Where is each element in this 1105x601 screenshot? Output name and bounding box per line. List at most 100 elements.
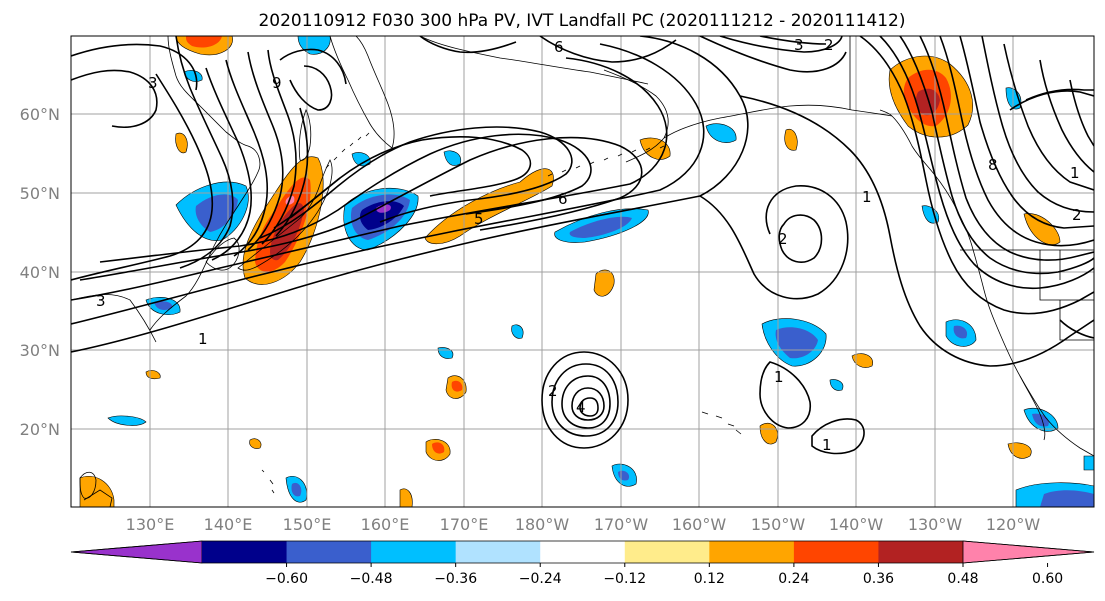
lat-label: 60°N bbox=[20, 105, 60, 124]
colorbar-tick-label: −0.12 bbox=[603, 571, 646, 587]
contour-label-group: 1 1 1 1 1 2 2 2 2 3 3 3 4 5 6 6 8 9 bbox=[96, 36, 1082, 454]
contour-label: 3 bbox=[148, 74, 158, 92]
shade-neg-g-core bbox=[154, 301, 173, 310]
colorbar-swatch bbox=[793, 541, 879, 563]
lon-label: 140°W bbox=[829, 515, 884, 534]
map-title: 2020110912 F030 300 hPa PV, IVT Landfall… bbox=[258, 11, 905, 31]
longitude-axis: 130°E 140°E 150°E 160°E 170°E 180°W 170°… bbox=[126, 515, 1041, 534]
lon-label: 160°E bbox=[361, 515, 410, 534]
shade-negative-nwpac-core bbox=[360, 201, 404, 230]
contour-west-f bbox=[261, 49, 297, 245]
contour-label: 1 bbox=[1070, 164, 1080, 182]
contour-fe-c bbox=[1059, 319, 1094, 339]
contour-label: 3 bbox=[794, 36, 804, 54]
shade-patch-a bbox=[593, 269, 615, 297]
contour-south-a bbox=[759, 361, 812, 429]
contour-ep-i bbox=[1003, 43, 1094, 191]
shade-neg-e-core bbox=[291, 482, 302, 497]
contour-top-a bbox=[71, 69, 158, 128]
shade-neg-a-core bbox=[775, 327, 818, 359]
lon-label: 130°W bbox=[908, 515, 963, 534]
contour-ep-k bbox=[1069, 79, 1094, 147]
colorbar-swatch bbox=[624, 541, 710, 563]
contour-label: 1 bbox=[198, 330, 208, 348]
map-area: 1 1 1 1 1 2 2 2 2 3 3 3 4 5 6 6 8 9 bbox=[71, 36, 1094, 507]
contour-label: 3 bbox=[96, 292, 106, 310]
shade-neg-s bbox=[1083, 455, 1094, 471]
contour-ep-f bbox=[939, 36, 1094, 247]
colorbar: −0.60 −0.48 −0.36 −0.24 −0.12 0.12 0.24 0.36 0.4… bbox=[70, 540, 1095, 587]
colorbar-swatch bbox=[286, 541, 372, 563]
coast-philippines bbox=[83, 489, 113, 507]
shade-neg-h bbox=[705, 123, 737, 143]
colorbar-tick-label: −0.60 bbox=[265, 571, 308, 587]
contour-upper-e bbox=[759, 36, 827, 45]
colorbar-swatch bbox=[202, 541, 288, 563]
shade-patch-f bbox=[1007, 442, 1032, 459]
shade-patch-g bbox=[1023, 213, 1061, 245]
contour-circle-5 bbox=[579, 397, 599, 417]
contour-west-a bbox=[71, 73, 214, 281]
contour-top-d bbox=[279, 48, 347, 85]
contour-label: 2 bbox=[548, 382, 558, 400]
lon-label: 160°W bbox=[672, 515, 727, 534]
colorbar-swatch bbox=[709, 541, 795, 563]
contour-upper-d bbox=[719, 36, 843, 53]
contour-label: 6 bbox=[558, 190, 568, 208]
shade-core-japan bbox=[270, 203, 304, 261]
lon-label: 170°E bbox=[440, 515, 489, 534]
coast-japan bbox=[237, 159, 333, 271]
shade-patch-k bbox=[784, 128, 798, 151]
shade-negative-korea-core bbox=[195, 194, 238, 232]
contour-4-main bbox=[79, 136, 643, 281]
contour-west-g bbox=[275, 107, 309, 237]
contour-label: 2 bbox=[1072, 206, 1082, 224]
contour-ep-h bbox=[981, 36, 1094, 213]
contour-ep-a bbox=[739, 95, 1094, 367]
lon-label: 170°W bbox=[594, 515, 649, 534]
colorbar-tick-label: 0.60 bbox=[1032, 571, 1063, 587]
shade-neg-b-core bbox=[953, 325, 968, 339]
shade-neg-n bbox=[183, 70, 203, 82]
lat-label: 50°N bbox=[20, 184, 60, 203]
shade-neg-c-core bbox=[1032, 413, 1049, 427]
shade-patch-c-core bbox=[432, 442, 445, 454]
shade-core-bc bbox=[915, 88, 940, 116]
shade-neg-j bbox=[443, 150, 462, 166]
contour-upper-a bbox=[419, 36, 517, 54]
border-states bbox=[1039, 250, 1094, 341]
contour-label: 2 bbox=[778, 230, 788, 248]
colorbar-swatch bbox=[878, 541, 964, 563]
latitude-axis: 60°N 50°N 40°N 30°N 20°N bbox=[20, 105, 60, 439]
shade-patch-j bbox=[175, 132, 188, 154]
shade-patch-h-core bbox=[186, 36, 222, 48]
contour-6-main bbox=[259, 126, 573, 239]
contour-8-main bbox=[289, 177, 341, 219]
lon-label: 180°W bbox=[515, 515, 570, 534]
contour-west-d bbox=[225, 59, 269, 257]
lon-label: 120°W bbox=[986, 515, 1041, 534]
coast-sakhalin bbox=[298, 108, 312, 161]
contour-2-main bbox=[71, 43, 705, 325]
colorbar-tick-label: 0.36 bbox=[863, 571, 894, 587]
shade-neg-i bbox=[351, 152, 371, 167]
contour-label: 1 bbox=[774, 368, 784, 386]
contour-label: 5 bbox=[474, 210, 484, 228]
map-frame bbox=[70, 35, 1095, 508]
contour-label: 4 bbox=[576, 398, 586, 416]
contour-1-main bbox=[71, 36, 749, 353]
contour-ep-j bbox=[1039, 59, 1094, 173]
coast-baja bbox=[1019, 375, 1046, 441]
lon-label: 140°E bbox=[204, 515, 253, 534]
shade-neg-o bbox=[107, 415, 147, 426]
colorbar-tick-label: −0.48 bbox=[350, 571, 393, 587]
contour-top-b bbox=[71, 43, 198, 91]
colorbar-tick-label: −0.24 bbox=[519, 571, 562, 587]
colorbar-outline bbox=[70, 540, 1095, 564]
shade-positive-cnp bbox=[424, 168, 554, 245]
contour-circle-1 bbox=[541, 351, 629, 449]
lat-label: 30°N bbox=[20, 341, 60, 360]
contour-label: 9 bbox=[272, 74, 282, 92]
lat-label: 40°N bbox=[20, 263, 60, 282]
